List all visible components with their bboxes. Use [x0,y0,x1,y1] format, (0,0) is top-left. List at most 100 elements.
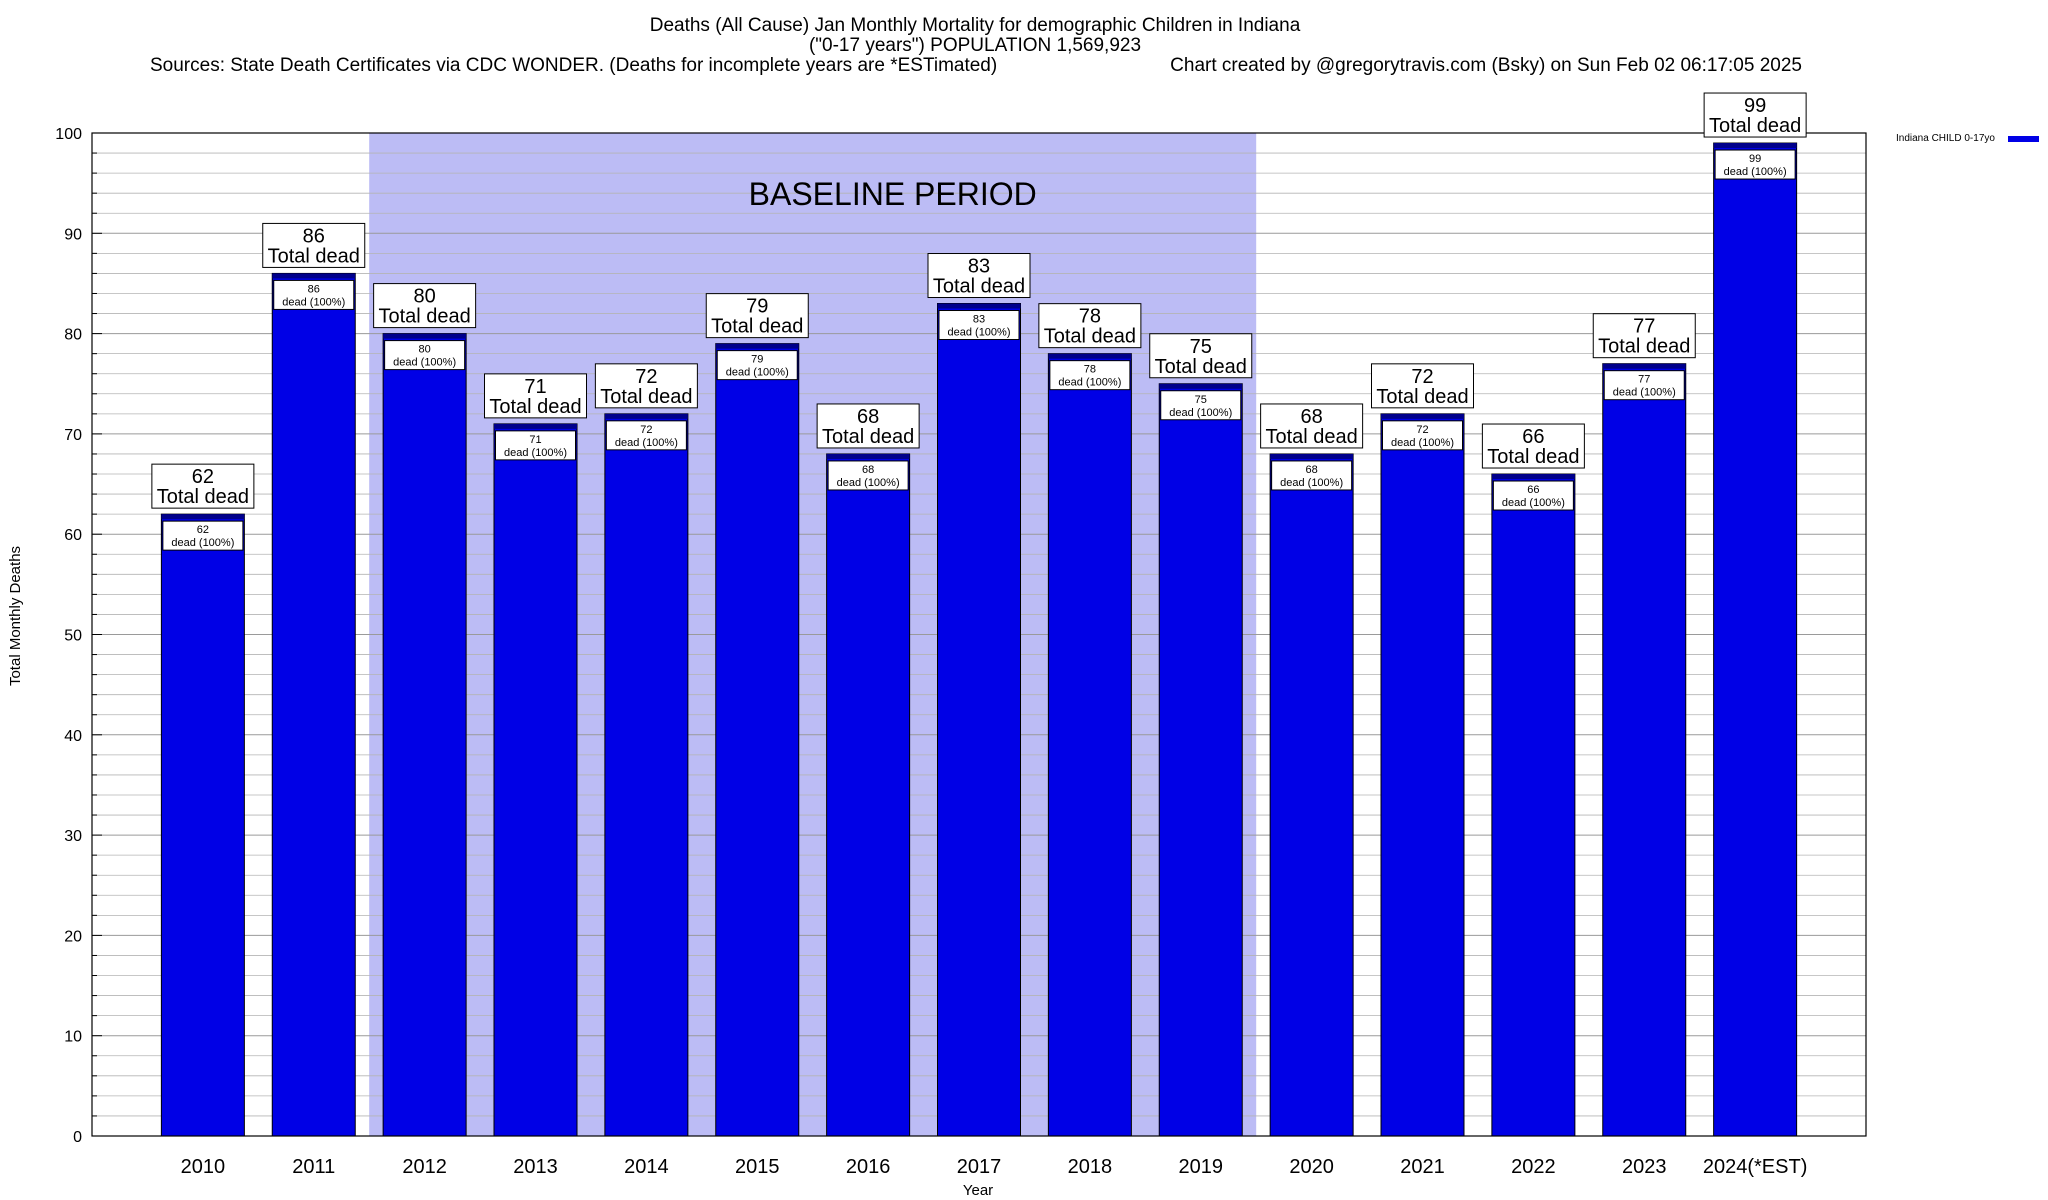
total-label-box [594,363,698,409]
total-value-label: 79 [746,296,768,318]
total-value-label: 66 [1522,426,1544,448]
total-value-label: 72 [1411,366,1433,388]
total-value-label: 77 [1633,316,1655,338]
total-value-label: 78 [1079,306,1101,328]
chart-title: Deaths (All Cause) Jan Monthly Mortality… [650,15,1301,36]
inner-value-label: 72 [1416,424,1428,436]
inner-percent-label: dead (100%) [282,296,345,308]
inner-label-box [1382,420,1463,451]
inner-value-label: 66 [1527,484,1539,496]
bar [493,423,578,1137]
total-value-label: 72 [635,366,657,388]
bar [1380,413,1465,1137]
bar [1713,142,1798,1137]
axis-layer [91,132,1867,1137]
total-value-label: 99 [1744,95,1766,117]
total-label-box [1260,403,1364,449]
total-label-box [1371,363,1474,409]
bar [271,272,356,1137]
total-label-box [484,373,587,419]
bar [1602,363,1687,1137]
y-axis-title: Total Monthly Deaths [7,546,24,686]
inner-value-label: 68 [862,464,874,476]
x-tick-label: 2021 [1400,1156,1445,1178]
x-axis-title: Year [963,1182,993,1199]
x-tick-label: 2013 [513,1156,558,1178]
total-label-box [373,283,477,329]
inner-label-box [1271,460,1353,491]
inner-value-label: 99 [1749,153,1761,165]
total-value-label: 83 [968,256,990,278]
bar-top-cap [1602,363,1686,369]
total-label-box [705,293,809,339]
bar-top-cap [1048,353,1132,359]
total-dead-label: Total dead [933,276,1025,298]
inner-value-label: 72 [640,424,652,436]
bar [1269,453,1354,1137]
inner-label-box [605,420,687,451]
bar-top-cap [1270,453,1354,459]
inner-label-box [273,279,355,310]
inner-label-box [1714,149,1796,180]
inner-percent-label: dead (100%) [615,437,678,449]
x-tick-label: 2024(*EST) [1703,1156,1808,1178]
x-tick-label: 2014 [624,1156,669,1178]
inner-label-box [1492,480,1574,511]
inner-value-label: 68 [1306,464,1318,476]
x-tick-label: 2018 [1068,1156,1113,1178]
chart-sources: Sources: State Death Certificates via CD… [150,55,997,76]
bar-layer [160,142,1798,1137]
bar [1491,473,1576,1137]
bar [826,453,911,1137]
inner-label-box [384,340,466,371]
x-tick-label: 2023 [1622,1156,1667,1178]
x-tick-label: 2017 [957,1156,1002,1178]
total-dead-label: Total dead [1155,356,1247,378]
inner-value-label: 78 [1084,364,1096,376]
inner-label-box [1160,390,1242,421]
inner-percent-label: dead (100%) [393,357,456,369]
inner-percent-label: dead (100%) [1280,477,1343,489]
inner-value-label: 71 [529,434,541,446]
y-tick-label: 60 [64,527,82,544]
inner-percent-label: dead (100%) [1169,407,1232,419]
inner-value-label: 80 [419,344,431,356]
bar-top-cap [1491,474,1575,480]
bar-top-cap [272,273,356,279]
total-label-box [1149,333,1253,379]
bar [604,413,689,1137]
total-dead-label: Total dead [1376,386,1468,408]
bar [715,343,800,1137]
bar [937,303,1021,1137]
inner-value-label: 86 [308,283,320,295]
total-dead-label: Total dead [378,306,470,328]
total-value-label: 68 [857,406,879,428]
legend-label: Indiana CHILD 0-17yo [1896,133,1995,144]
total-dead-label: Total dead [268,245,360,267]
inner-label-box [1049,360,1131,391]
legend-swatch [2008,136,2039,142]
y-tick-label: 100 [55,126,82,143]
total-dead-label: Total dead [1265,426,1357,448]
total-value-label: 68 [1301,406,1323,428]
total-value-label: 80 [414,286,436,308]
bar-top-cap [494,423,577,429]
total-dead-label: Total dead [1598,336,1690,358]
baseline-period-label: BASELINE PERIOD [749,176,1037,212]
bar-top-cap [383,333,467,339]
inner-label-box [938,310,1020,341]
y-tick-label: 70 [64,427,82,444]
x-tick-label: 2019 [1179,1156,1224,1178]
y-tick-label: 40 [64,728,82,745]
total-dead-label: Total dead [711,316,803,338]
inner-percent-label: dead (100%) [726,367,789,379]
inner-percent-label: dead (100%) [1391,437,1454,449]
total-label-box [262,222,366,268]
y-tick-label: 10 [64,1029,82,1046]
total-value-label: 86 [303,225,325,247]
x-tick-label: 2011 [292,1156,335,1178]
bar [1047,353,1132,1137]
x-tick-label: 2022 [1511,1156,1556,1178]
